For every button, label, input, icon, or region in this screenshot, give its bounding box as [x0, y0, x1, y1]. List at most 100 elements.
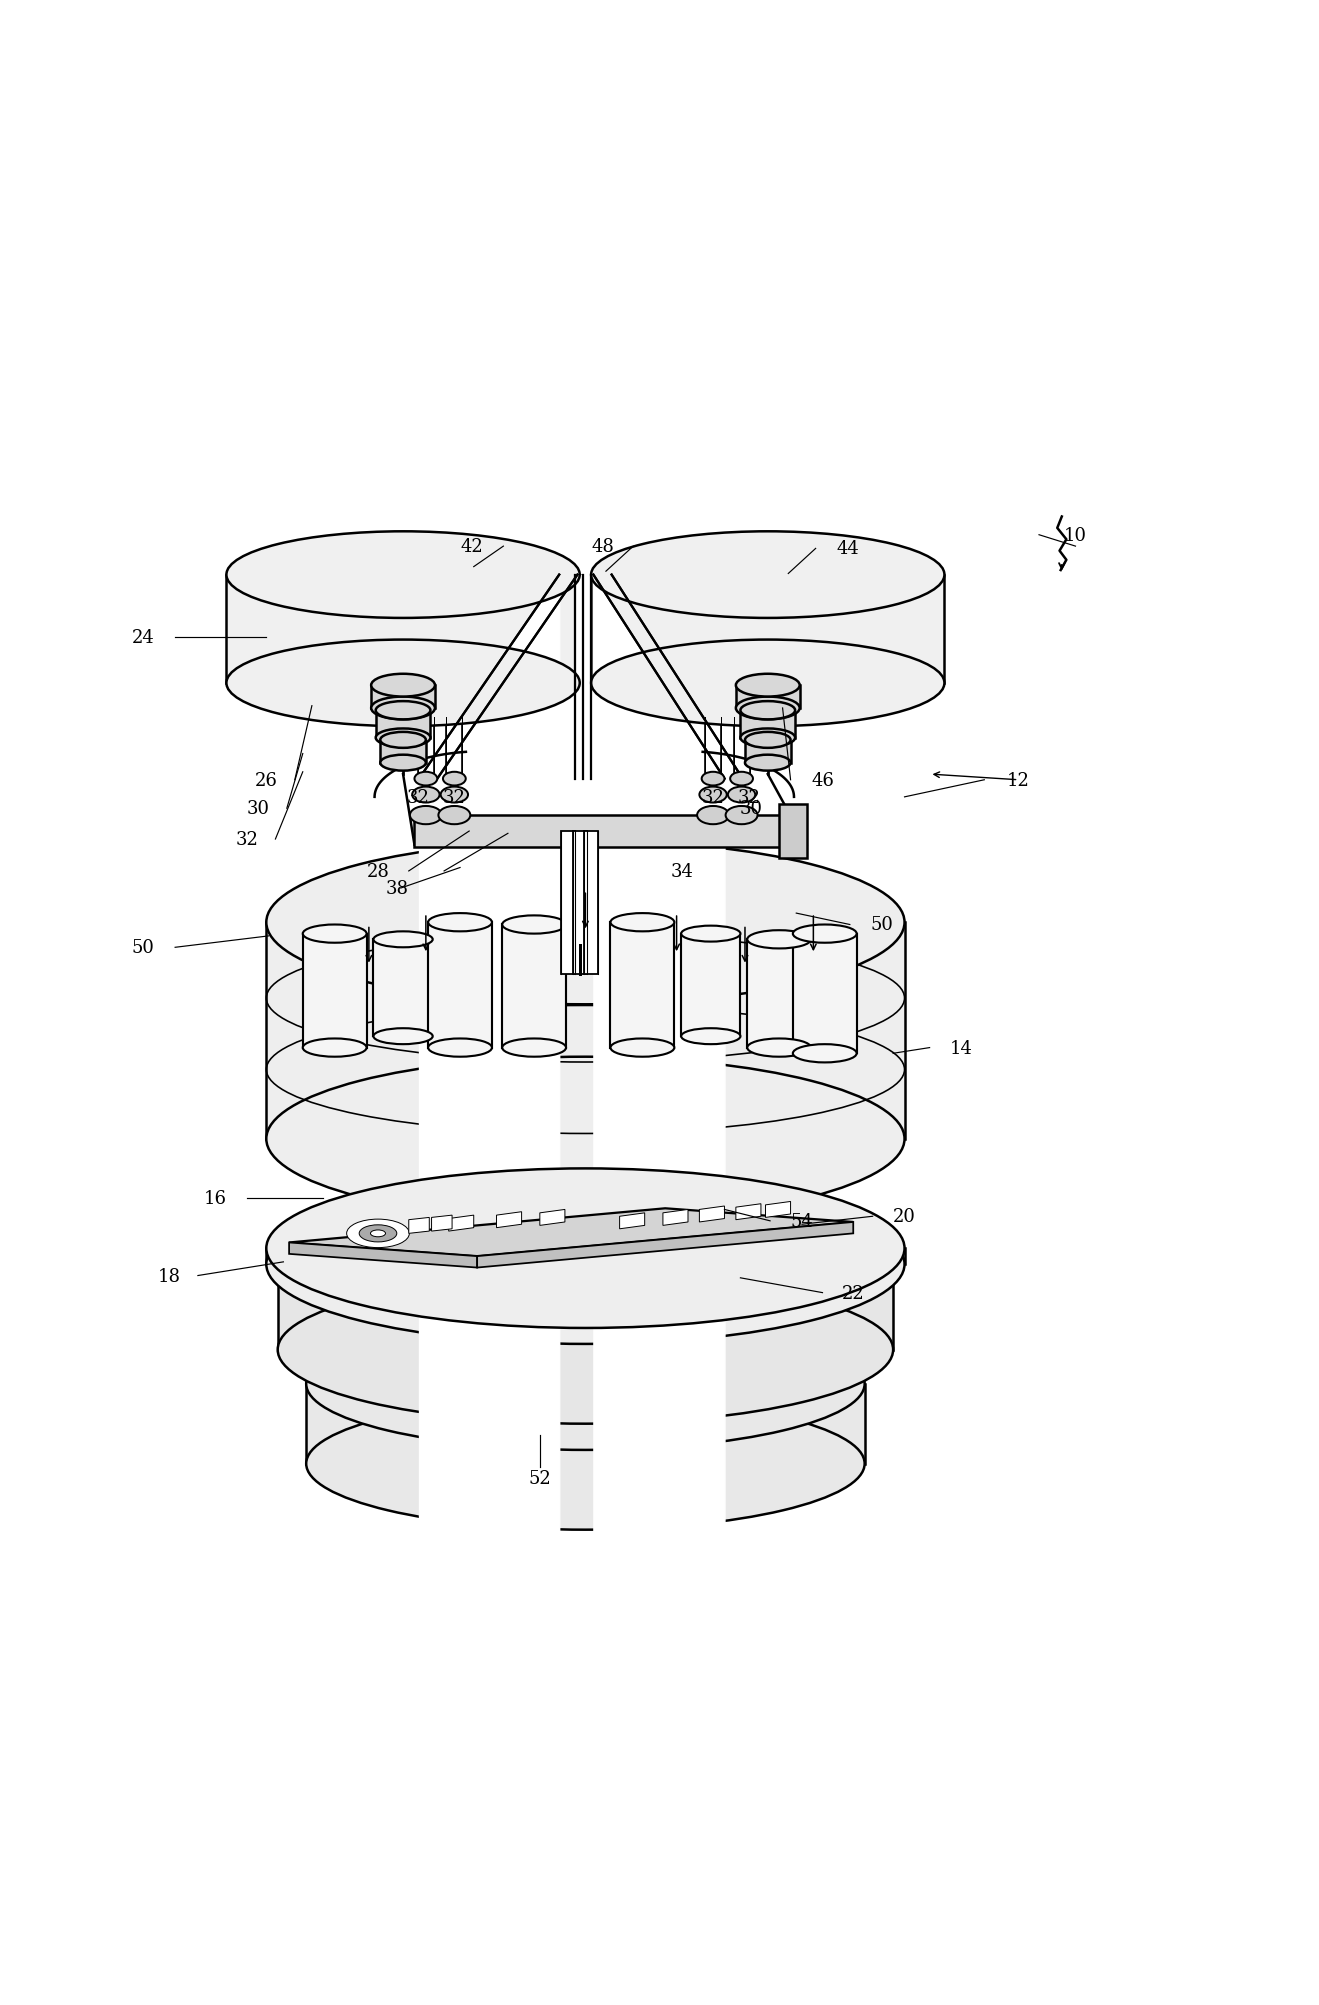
- Polygon shape: [477, 1223, 853, 1267]
- Ellipse shape: [611, 914, 674, 932]
- Ellipse shape: [441, 788, 468, 804]
- Polygon shape: [266, 922, 905, 1139]
- Ellipse shape: [266, 1057, 905, 1221]
- Ellipse shape: [412, 788, 439, 804]
- Ellipse shape: [303, 1039, 367, 1057]
- Text: 14: 14: [950, 1039, 973, 1057]
- Text: 48: 48: [591, 537, 613, 555]
- Polygon shape: [740, 712, 795, 738]
- Polygon shape: [591, 575, 944, 684]
- Polygon shape: [793, 934, 856, 1055]
- Ellipse shape: [359, 1225, 397, 1243]
- Ellipse shape: [429, 1039, 492, 1057]
- Ellipse shape: [702, 772, 724, 786]
- Polygon shape: [278, 1265, 893, 1349]
- Ellipse shape: [227, 640, 580, 728]
- Text: 32: 32: [702, 788, 724, 806]
- Text: 32: 32: [443, 788, 466, 806]
- Polygon shape: [503, 924, 566, 1049]
- Ellipse shape: [503, 1039, 566, 1057]
- Polygon shape: [780, 804, 806, 858]
- Text: 20: 20: [893, 1207, 915, 1225]
- Polygon shape: [380, 740, 426, 764]
- Text: 22: 22: [842, 1283, 865, 1301]
- Text: 12: 12: [1008, 772, 1030, 790]
- Ellipse shape: [429, 914, 492, 932]
- Polygon shape: [429, 922, 492, 1049]
- Ellipse shape: [793, 924, 856, 942]
- Polygon shape: [303, 934, 367, 1049]
- Ellipse shape: [347, 1219, 409, 1247]
- Polygon shape: [371, 686, 435, 708]
- Polygon shape: [736, 686, 799, 708]
- Text: 18: 18: [158, 1267, 181, 1285]
- Polygon shape: [681, 934, 740, 1037]
- Polygon shape: [745, 740, 790, 764]
- Polygon shape: [414, 816, 790, 848]
- Ellipse shape: [278, 1275, 893, 1424]
- Ellipse shape: [443, 772, 466, 786]
- Polygon shape: [373, 940, 433, 1037]
- Text: 34: 34: [671, 862, 694, 880]
- Ellipse shape: [376, 702, 430, 720]
- Text: 52: 52: [529, 1470, 551, 1488]
- Ellipse shape: [278, 1191, 893, 1339]
- Ellipse shape: [725, 806, 757, 824]
- Ellipse shape: [371, 698, 435, 720]
- Ellipse shape: [728, 788, 756, 804]
- Ellipse shape: [699, 788, 727, 804]
- Text: 30: 30: [739, 800, 762, 818]
- Polygon shape: [409, 1217, 429, 1233]
- Polygon shape: [611, 922, 674, 1049]
- Ellipse shape: [410, 806, 442, 824]
- Ellipse shape: [380, 756, 426, 772]
- Ellipse shape: [740, 702, 795, 720]
- Text: 16: 16: [203, 1189, 227, 1207]
- Ellipse shape: [371, 1231, 385, 1237]
- Polygon shape: [289, 1209, 853, 1257]
- Polygon shape: [562, 832, 575, 974]
- Polygon shape: [306, 1383, 865, 1464]
- Polygon shape: [496, 1213, 521, 1227]
- Ellipse shape: [306, 1397, 865, 1530]
- Polygon shape: [765, 1201, 790, 1217]
- Text: 10: 10: [1064, 527, 1087, 545]
- Text: 24: 24: [132, 630, 154, 648]
- Ellipse shape: [266, 1185, 905, 1343]
- Ellipse shape: [611, 1039, 674, 1057]
- Text: 32: 32: [236, 830, 259, 848]
- Ellipse shape: [380, 732, 426, 748]
- Ellipse shape: [736, 698, 799, 720]
- Ellipse shape: [503, 916, 566, 934]
- Ellipse shape: [748, 930, 811, 948]
- Polygon shape: [227, 575, 580, 684]
- Ellipse shape: [227, 531, 580, 620]
- Polygon shape: [448, 1215, 474, 1231]
- Polygon shape: [584, 832, 598, 974]
- Ellipse shape: [376, 730, 430, 748]
- Ellipse shape: [745, 756, 790, 772]
- Polygon shape: [266, 1249, 905, 1265]
- Ellipse shape: [748, 1039, 811, 1057]
- Polygon shape: [418, 718, 434, 780]
- Polygon shape: [620, 1213, 645, 1229]
- Text: 54: 54: [790, 1213, 814, 1231]
- Ellipse shape: [698, 806, 729, 824]
- Ellipse shape: [745, 732, 790, 748]
- Text: 42: 42: [460, 537, 483, 555]
- Ellipse shape: [373, 932, 433, 948]
- Ellipse shape: [793, 1045, 856, 1063]
- Text: 26: 26: [255, 772, 278, 790]
- Polygon shape: [446, 718, 463, 780]
- Polygon shape: [539, 1209, 565, 1225]
- Text: 44: 44: [836, 539, 859, 557]
- Ellipse shape: [681, 926, 740, 942]
- Polygon shape: [706, 718, 721, 780]
- Ellipse shape: [591, 640, 944, 728]
- Ellipse shape: [371, 674, 435, 698]
- Polygon shape: [748, 940, 811, 1049]
- Ellipse shape: [303, 924, 367, 942]
- Text: 46: 46: [811, 772, 834, 790]
- Text: 30: 30: [247, 800, 270, 818]
- Polygon shape: [289, 1243, 477, 1267]
